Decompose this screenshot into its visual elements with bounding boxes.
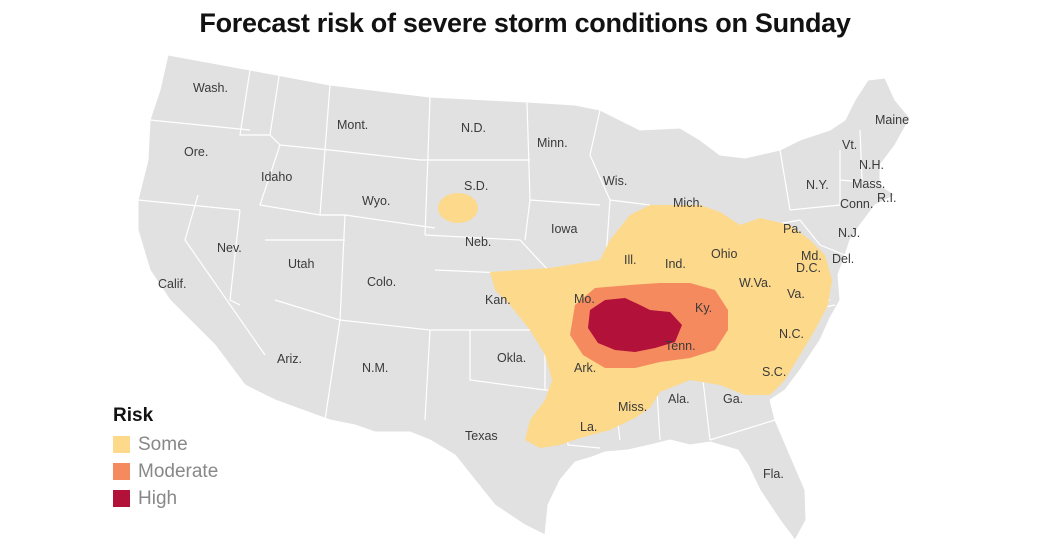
legend-title: Risk	[113, 405, 154, 426]
state-label-idaho: Idaho	[261, 170, 292, 184]
legend-item-moderate: Moderate	[113, 458, 218, 485]
state-label-nev: Nev.	[217, 241, 242, 255]
state-label-va: Va.	[787, 287, 805, 301]
legend-swatch-high	[113, 490, 130, 507]
state-label-ill: Ill.	[624, 253, 637, 267]
state-label-fla: Fla.	[763, 467, 784, 481]
state-label-conn: Conn.	[840, 197, 873, 211]
state-label-del: Del.	[832, 252, 854, 266]
state-label-sc: S.C.	[762, 365, 786, 379]
state-label-mo: Mo.	[574, 292, 595, 306]
state-label-ind: Ind.	[665, 257, 686, 271]
state-label-nh: N.H.	[859, 158, 884, 172]
state-label-wyo: Wyo.	[362, 194, 390, 208]
state-label-neb: Neb.	[465, 235, 491, 249]
state-label-ri: R.I.	[877, 191, 896, 205]
state-label-ark: Ark.	[574, 361, 596, 375]
state-label-ny: N.Y.	[806, 178, 829, 192]
risk-legend: Risk Some Moderate High	[113, 405, 218, 512]
state-label-texas: Texas	[465, 429, 498, 443]
state-label-nd: N.D.	[461, 121, 486, 135]
risk-high-area	[588, 298, 682, 352]
state-labels: Wash. Ore. Calif. Idaho Nev. Mont. Wyo. …	[158, 81, 909, 481]
state-label-okla: Okla.	[497, 351, 526, 365]
state-label-tenn: Tenn.	[665, 339, 696, 353]
state-label-colo: Colo.	[367, 275, 396, 289]
state-label-iowa: Iowa	[551, 222, 577, 236]
state-label-ariz: Ariz.	[277, 352, 302, 366]
state-label-minn: Minn.	[537, 136, 568, 150]
legend-swatch-moderate	[113, 463, 130, 480]
legend-item-some: Some	[113, 431, 218, 458]
risk-some-sd-blob	[438, 193, 478, 223]
state-label-vt: Vt.	[842, 138, 857, 152]
state-label-calif: Calif.	[158, 277, 186, 291]
state-label-pa: Pa.	[783, 222, 802, 236]
state-label-dc: D.C.	[796, 261, 821, 275]
state-label-ohio: Ohio	[711, 247, 737, 261]
map-title: Forecast risk of severe storm conditions…	[199, 8, 851, 38]
legend-label-some: Some	[138, 433, 188, 455]
state-label-wash: Wash.	[193, 81, 228, 95]
state-label-ga: Ga.	[723, 392, 743, 406]
state-label-md: Md.	[801, 249, 822, 263]
state-label-mass: Mass.	[852, 177, 885, 191]
state-label-sd: S.D.	[464, 179, 488, 193]
legend-swatch-some	[113, 436, 130, 453]
state-label-la: La.	[580, 420, 597, 434]
state-label-wva: W.Va.	[739, 276, 771, 290]
state-label-utah: Utah	[288, 257, 314, 271]
state-label-nj: N.J.	[838, 226, 860, 240]
state-label-miss: Miss.	[618, 400, 647, 414]
state-label-ore: Ore.	[184, 145, 208, 159]
state-label-maine: Maine	[875, 113, 909, 127]
legend-item-high: High	[113, 485, 218, 512]
state-label-nc: N.C.	[779, 327, 804, 341]
state-label-mich: Mich.	[673, 196, 703, 210]
state-label-mont: Mont.	[337, 118, 368, 132]
state-label-ala: Ala.	[668, 392, 690, 406]
state-label-kan: Kan.	[485, 293, 511, 307]
legend-label-moderate: Moderate	[138, 460, 219, 482]
state-label-nm: N.M.	[362, 361, 388, 375]
state-label-wis: Wis.	[603, 174, 627, 188]
state-label-ky: Ky.	[695, 301, 712, 315]
legend-label-high: High	[138, 487, 178, 509]
